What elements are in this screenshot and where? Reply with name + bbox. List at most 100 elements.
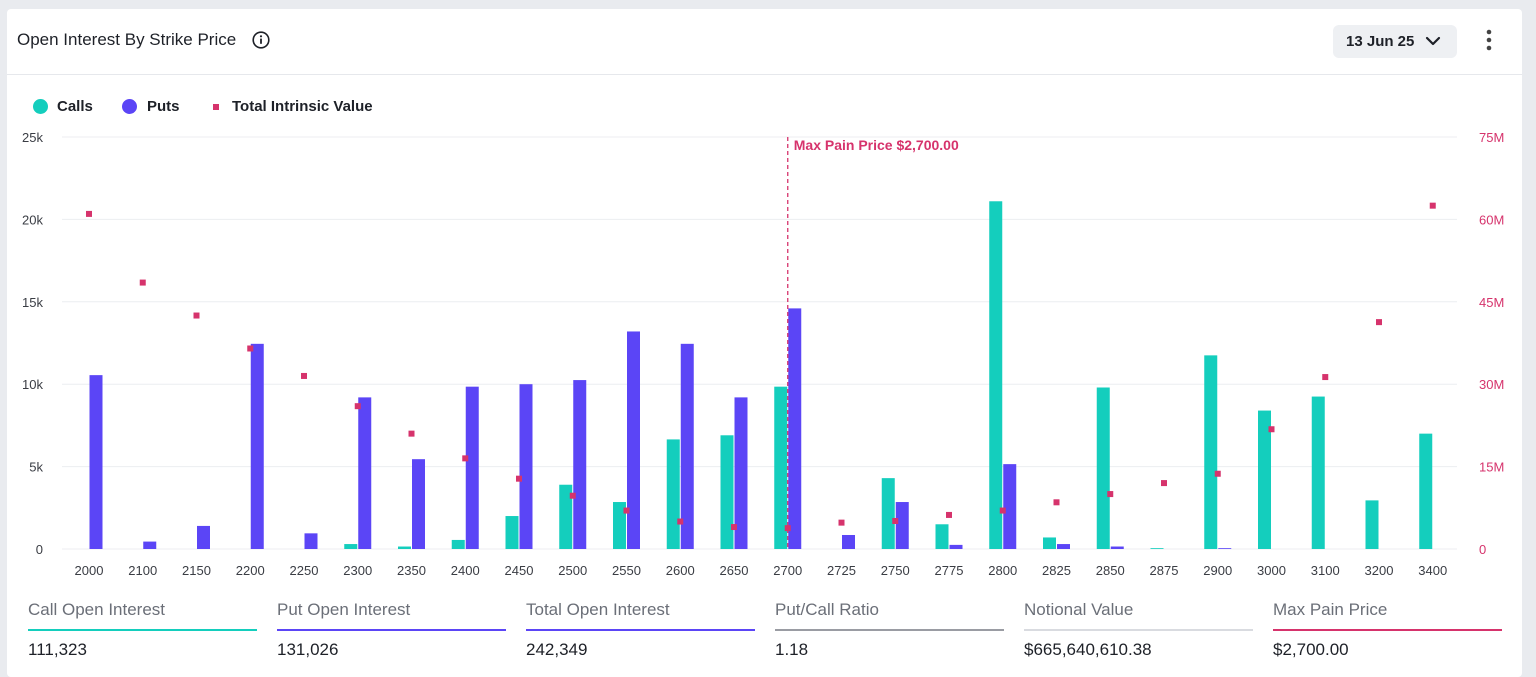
call-bar — [451, 539, 465, 549]
y-left-tick-label: 15k — [22, 295, 43, 310]
put-bar — [573, 380, 587, 549]
date-select[interactable]: 13 Jun 25 — [1333, 25, 1457, 58]
open-interest-chart: 0 5k 10k 15k 20k 25k 0 15M 30M 45M 60M 75M 2000 2100 2… — [22, 130, 1504, 578]
x-tick-label: 2750 — [881, 563, 910, 578]
y-right-tick-label: 0 — [1479, 542, 1486, 557]
x-tick-label: 2850 — [1096, 563, 1125, 578]
intrinsic-value-point — [408, 430, 415, 437]
chevron-down-icon — [1425, 36, 1441, 46]
intrinsic-legend-marker — [213, 104, 219, 110]
call-bar — [774, 386, 788, 549]
call-bar — [666, 439, 680, 549]
intrinsic-value-point — [569, 492, 576, 499]
info-icon[interactable] — [252, 31, 270, 49]
call-bar — [344, 544, 358, 549]
call-bar — [989, 201, 1003, 549]
stat-call-open-interest: Call Open Interest 111,323 — [28, 594, 257, 674]
y-right-tick-label: 45M — [1479, 295, 1504, 310]
put-bar — [250, 343, 264, 549]
x-tick-label: 2100 — [128, 563, 157, 578]
y-left-tick-label: 5k — [29, 460, 43, 475]
call-bar — [613, 502, 626, 549]
intrinsic-value-point — [354, 403, 361, 410]
intrinsic-value-point — [1268, 426, 1275, 433]
call-bar — [1365, 500, 1379, 549]
stat-label: Put/Call Ratio — [775, 600, 879, 619]
intrinsic-value-point — [1429, 202, 1436, 209]
put-bar — [895, 502, 909, 549]
intrinsic-value-point — [1107, 491, 1114, 498]
x-tick-label: 2775 — [935, 563, 964, 578]
intrinsic-value-point — [946, 511, 952, 518]
stat-notional-value: Notional Value $665,640,610.38 — [1024, 594, 1253, 674]
y-right-tick-label: 75M — [1479, 130, 1504, 145]
x-tick-label: 2500 — [558, 563, 587, 578]
stat-underline — [28, 629, 257, 631]
intrinsic-value-point — [677, 518, 684, 525]
x-tick-label: 2725 — [827, 563, 856, 578]
stat-underline — [277, 629, 506, 631]
put-bar — [143, 541, 157, 549]
call-bar — [559, 484, 573, 549]
call-bar — [1204, 355, 1218, 549]
put-bar — [465, 386, 479, 549]
intrinsic-value-point — [838, 519, 845, 526]
put-bar — [197, 525, 210, 549]
x-tick-label: 2825 — [1042, 563, 1071, 578]
x-tick-label: 2000 — [75, 563, 104, 578]
calls-legend-marker — [33, 99, 48, 114]
put-bar — [1110, 546, 1124, 549]
stat-label: Max Pain Price — [1273, 600, 1388, 619]
put-bar — [89, 375, 103, 549]
x-tick-label: 2400 — [451, 563, 480, 578]
x-tick-label: 2900 — [1203, 563, 1232, 578]
stat-put-call-ratio: Put/Call Ratio 1.18 — [775, 594, 1004, 674]
put-bar — [680, 343, 694, 549]
legend-puts-label: Puts — [147, 98, 180, 115]
intrinsic-value-point — [86, 210, 92, 217]
intrinsic-value-point — [731, 524, 737, 531]
open-interest-card: Open Interest By Strike Price 13 Jun 25 … — [7, 9, 1522, 677]
intrinsic-value-point — [139, 279, 146, 286]
stat-value: $665,640,610.38 — [1024, 640, 1152, 659]
stat-underline — [775, 629, 1004, 631]
stat-value: 111,323 — [28, 640, 87, 659]
call-bar — [1150, 548, 1164, 549]
call-bar — [398, 546, 411, 549]
x-tick-label: 2350 — [397, 563, 426, 578]
x-tick-label: 3100 — [1311, 563, 1340, 578]
stat-value: $2,700.00 — [1273, 640, 1349, 659]
put-bar — [358, 397, 372, 549]
put-bar — [1218, 548, 1232, 549]
intrinsic-value-point — [1214, 470, 1221, 477]
put-bar — [949, 544, 963, 549]
put-bar — [788, 308, 802, 549]
call-bar — [1043, 537, 1056, 549]
y-right-tick-label: 30M — [1479, 377, 1504, 392]
stat-total-open-interest: Total Open Interest 242,349 — [526, 594, 755, 674]
card-header: Open Interest By Strike Price 13 Jun 25 — [7, 9, 1522, 75]
legend-calls-label: Calls — [57, 98, 93, 115]
x-tick-label: 2700 — [773, 563, 802, 578]
intrinsic-value-point — [1161, 480, 1167, 487]
put-bar — [1003, 464, 1017, 549]
call-bar — [935, 524, 949, 549]
put-bar — [627, 331, 640, 549]
call-bar — [1311, 396, 1325, 549]
y-right-tick-label: 60M — [1479, 212, 1504, 227]
x-tick-label: 3000 — [1257, 563, 1286, 578]
more-options-icon[interactable] — [1481, 27, 1497, 55]
date-select-label: 13 Jun 25 — [1346, 33, 1415, 50]
intrinsic-value-point — [1376, 319, 1382, 326]
stat-label: Notional Value — [1024, 600, 1134, 619]
x-tick-label: 2875 — [1150, 563, 1179, 578]
stat-label: Call Open Interest — [28, 600, 166, 619]
intrinsic-value-point — [301, 372, 307, 379]
card-title: Open Interest By Strike Price — [17, 30, 237, 49]
x-tick-label: 2250 — [290, 563, 319, 578]
call-bar — [1419, 433, 1433, 549]
intrinsic-value-point — [999, 507, 1006, 514]
x-tick-label: 3200 — [1365, 563, 1394, 578]
intrinsic-value-point — [193, 312, 200, 319]
legend-intrinsic-label: Total Intrinsic Value — [232, 98, 373, 115]
